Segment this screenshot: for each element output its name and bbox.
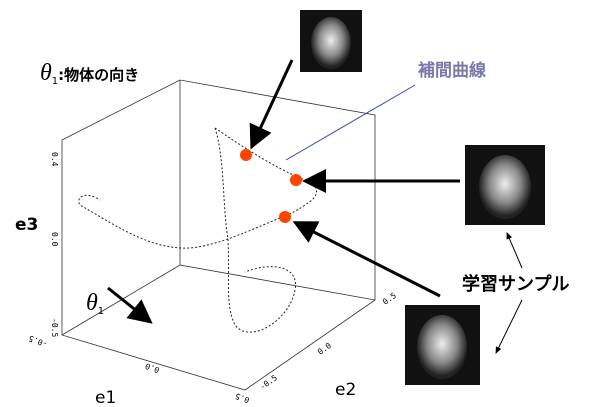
e1-tick: -0.5 (27, 333, 48, 348)
title: θ1:物体の向き (40, 60, 139, 87)
pointer-line (285, 84, 416, 161)
e3-tick: 0.4 (50, 152, 59, 167)
interpolation-label: 補間曲線 (417, 60, 486, 81)
sample-images (300, 10, 545, 385)
theta-label: θ1 (86, 290, 104, 317)
sample-points (240, 149, 302, 223)
axis-label-e1: e1 (95, 388, 116, 407)
theta-subscript: 1 (98, 306, 104, 317)
e2-tick: -0.5 (258, 373, 279, 392)
e2-tick: 0.0 (316, 341, 333, 357)
theta-symbol: θ (86, 290, 98, 316)
thin-arrows (495, 232, 523, 354)
title-symbol: θ (40, 60, 52, 86)
title-text: :物体の向き (58, 66, 139, 84)
title-subscript: 1 (52, 76, 58, 87)
arrows (107, 59, 460, 324)
e3-tick: 0.0 (50, 232, 59, 247)
e2-tick: 0.5 (381, 291, 398, 307)
axis-label-e3: e3 (15, 215, 38, 235)
e1-tick: 0.0 (144, 361, 161, 374)
ticks: 0.4 0.0 -0.5 -0.5 0.0 0.5 0.5 0.0 -0.5 (27, 152, 398, 405)
e3-tick: -0.5 (50, 318, 59, 337)
e1-tick: 0.5 (234, 391, 251, 404)
manifold-curve (78, 127, 317, 333)
samples-label: 学習サンプル (462, 273, 569, 295)
axis-label-e2: e2 (335, 380, 356, 400)
